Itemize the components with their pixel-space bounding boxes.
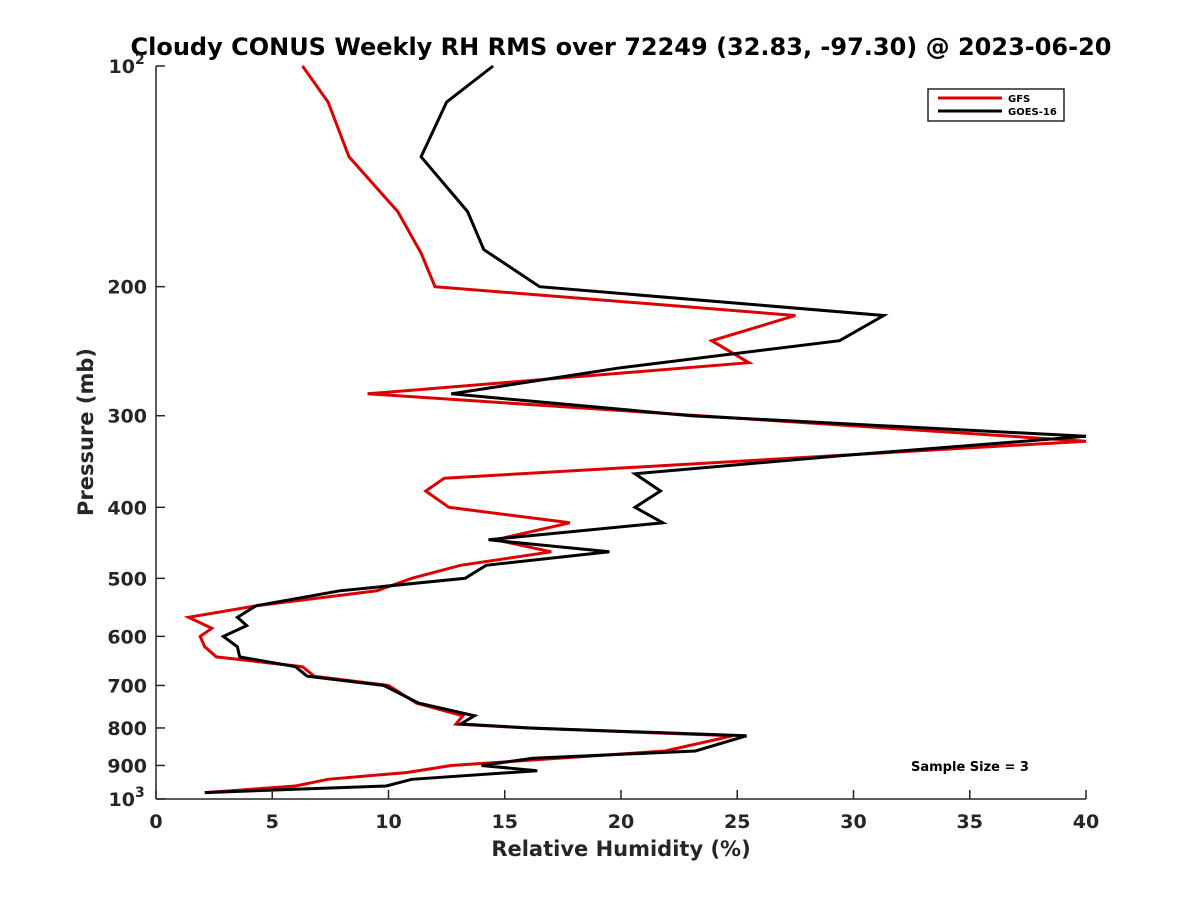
x-tick-label-10: 10: [375, 811, 401, 833]
x-tick-label-0: 0: [149, 811, 162, 833]
x-tick-label-5: 5: [266, 811, 279, 833]
y-tick-label-500: 500: [107, 568, 147, 590]
y-axis-label: Pressure (mb): [74, 348, 98, 516]
x-tick-label-25: 25: [724, 811, 750, 833]
x-tick-label-35: 35: [957, 811, 983, 833]
y-tick-label-700: 700: [107, 675, 147, 697]
y-tick-label-400: 400: [107, 497, 147, 519]
y-tick-label-200: 200: [107, 277, 147, 299]
x-tick-label-30: 30: [840, 811, 866, 833]
x-tick-label-20: 20: [608, 811, 634, 833]
x-tick-label-40: 40: [1073, 811, 1099, 833]
y-tick-exponent-100: 2: [135, 52, 145, 68]
y-tick-label-100: 10: [109, 56, 135, 78]
series-line-goes-16: [204, 64, 1087, 795]
legend-label-goes-16: GOES-16: [1008, 107, 1057, 118]
y-tick-label-900: 900: [107, 755, 147, 777]
chart-title: Cloudy CONUS Weekly RH RMS over 72249 (3…: [131, 33, 1112, 61]
y-tick-label-600: 600: [107, 626, 147, 648]
series-layer: [183, 64, 1087, 795]
x-tick-label-15: 15: [492, 811, 518, 833]
y-tick-exponent-1000: 3: [135, 785, 145, 801]
x-axis-label: Relative Humidity (%): [491, 837, 750, 861]
legend-label-gfs: GFS: [1008, 94, 1030, 105]
sample-size-annotation: Sample Size = 3: [911, 760, 1029, 775]
y-tick-label-800: 800: [107, 718, 147, 740]
y-tick-label-1000: 10: [109, 789, 135, 811]
x-axis-ticks: 0 5 10 15 20 25 30 35 40: [149, 790, 1099, 833]
legend: GFS GOES-16: [927, 88, 1065, 122]
y-tick-label-300: 300: [107, 406, 147, 428]
legend-box: [927, 88, 1065, 122]
